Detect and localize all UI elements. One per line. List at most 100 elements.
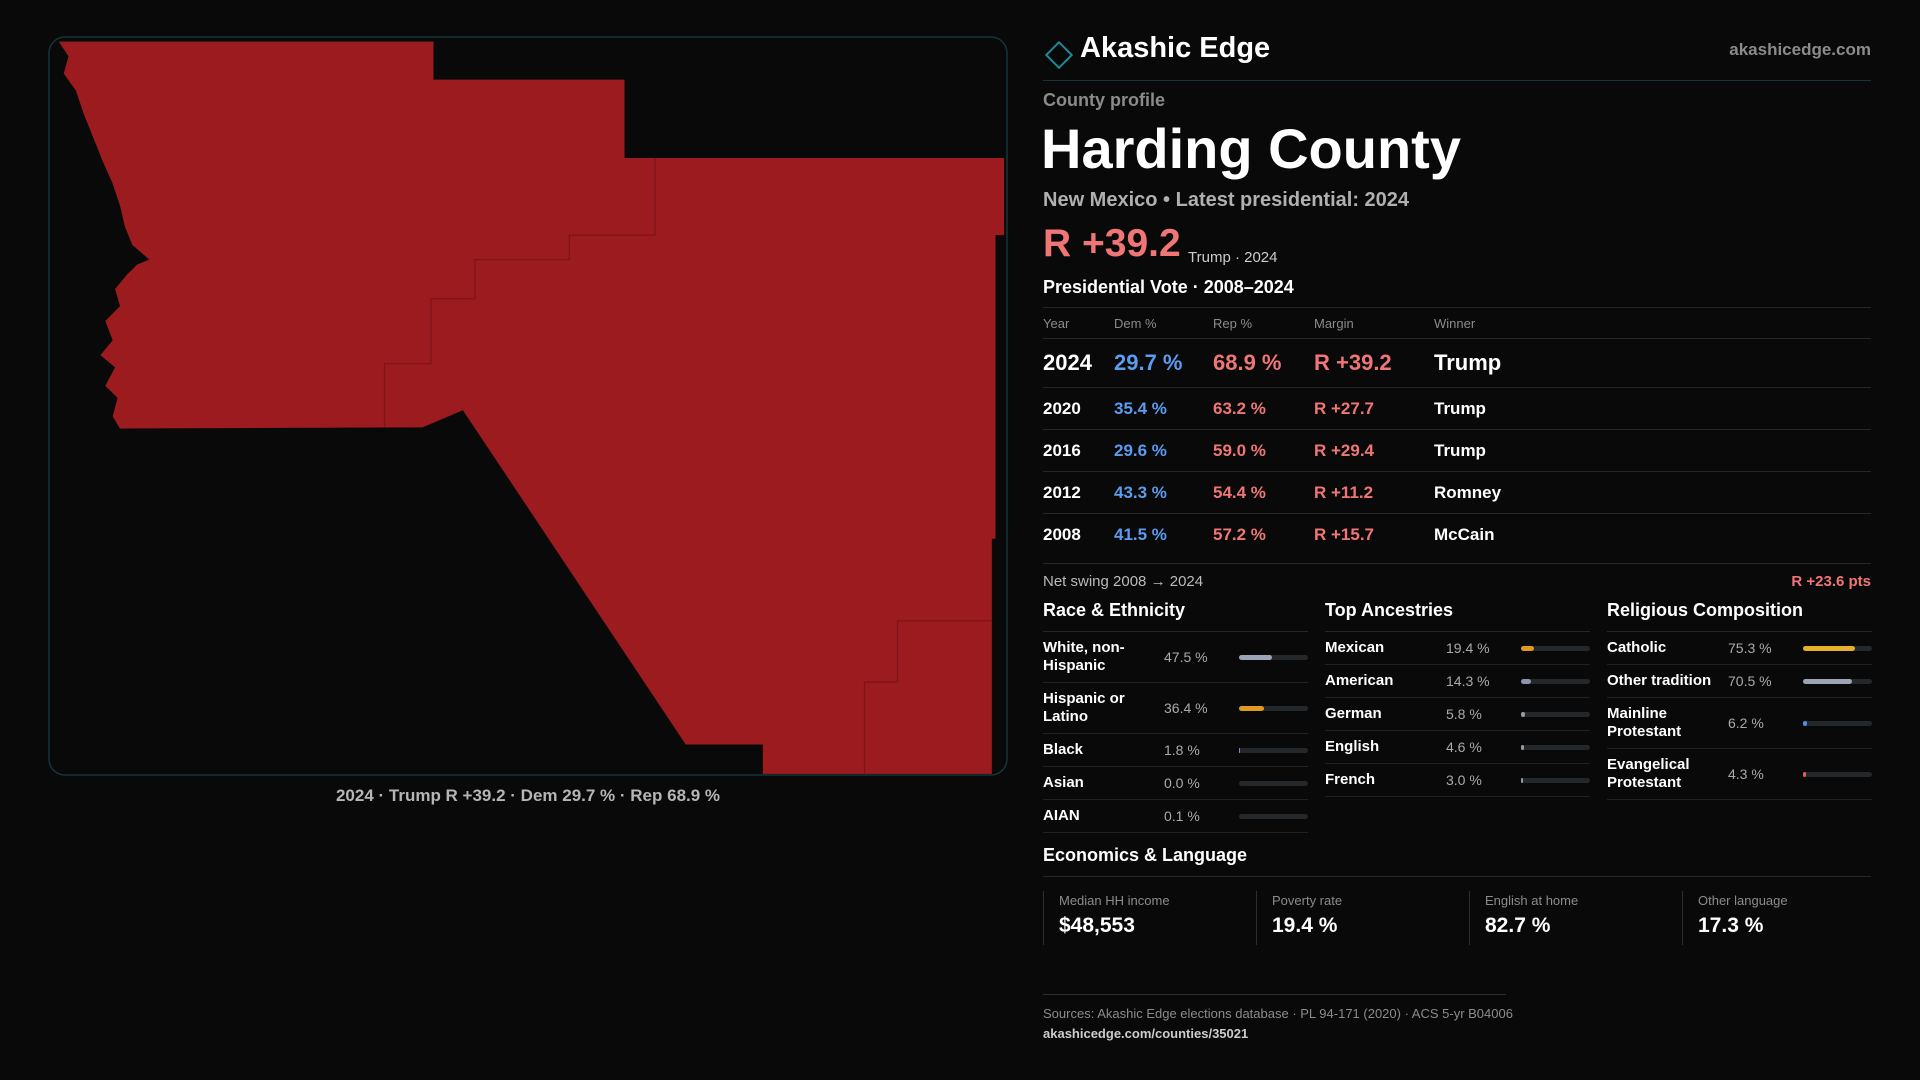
cell: 54.4 %: [1213, 482, 1266, 502]
stat-name: White, non-Hispanic: [1043, 639, 1125, 674]
stat-value: 47.5 %: [1164, 649, 1208, 665]
kicker: County profile: [1043, 90, 1165, 110]
site: akashicedge.com: [1729, 40, 1871, 59]
rule: [1043, 994, 1506, 995]
bar-track: [1521, 777, 1590, 783]
bar: [1521, 678, 1531, 684]
stat-value: 1.8 %: [1164, 742, 1200, 758]
bar-track: [1239, 654, 1308, 660]
stat-value: 0.0 %: [1164, 775, 1200, 791]
stat-name: Hispanic or Latino: [1043, 690, 1125, 725]
vote-table: Year Dem % Rep % Margin Winner 2024 29.7 % 68.9…: [1043, 307, 1871, 555]
county-shape: [58, 41, 1005, 774]
stat-value: 0.1 %: [1164, 808, 1200, 824]
stat-value: 4.6 %: [1446, 739, 1482, 755]
cell: McCain: [1434, 524, 1495, 544]
econ-value: 82.7 %: [1485, 914, 1551, 937]
bar-track: [1239, 747, 1308, 753]
stat-row: Evangelical Protestant 4.3 %: [1607, 749, 1872, 800]
cell: 2008: [1043, 524, 1081, 544]
stat-name: Mainline Protestant: [1607, 705, 1682, 740]
cell: 59.0 %: [1213, 440, 1266, 460]
cell: Trump: [1434, 398, 1486, 418]
econ-label: Median HH income: [1059, 893, 1170, 908]
section: Race & Ethnicity White, non-Hispanic 47.5 …: [1043, 600, 1308, 833]
econ-item: Poverty rate 19.4 %: [1256, 891, 1342, 945]
column-header: Winner: [1434, 315, 1476, 331]
stat-row: Catholic 75.3 %: [1607, 632, 1872, 665]
stat-value: 5.8 %: [1446, 706, 1482, 722]
section: Religious Composition Catholic 75.3 % Other…: [1607, 600, 1872, 800]
stat-value: 75.3 %: [1728, 640, 1772, 656]
stat-row: Mainline Protestant 6.2 %: [1607, 698, 1872, 749]
map-caption: 2024 · Trump R +39.2 · Dem 29.7 % · Rep …: [335, 786, 721, 805]
stat-name: Other tradition: [1607, 672, 1712, 689]
section-title: Top Ancestries: [1325, 600, 1590, 632]
column-header: Dem %: [1114, 315, 1157, 331]
stat-row: Asian 0.0 %: [1043, 767, 1308, 800]
bar: [1803, 645, 1855, 651]
title: Harding County: [1041, 117, 1461, 180]
stat-row: French 3.0 %: [1325, 764, 1590, 797]
swing-value: R +23.6 pts: [1791, 573, 1871, 590]
cell: 2012: [1043, 482, 1081, 502]
bar-track: [1521, 645, 1590, 651]
stat-row: Mexican 19.4 %: [1325, 632, 1590, 665]
rule: [1043, 80, 1871, 81]
cell: Trump: [1434, 350, 1502, 375]
bar-track: [1239, 705, 1308, 711]
stat-row: AIAN 0.1 %: [1043, 800, 1308, 833]
econ-value: $48,553: [1059, 914, 1135, 937]
bar-track: [1803, 645, 1872, 651]
bar: [1239, 747, 1241, 753]
stat-name: French: [1325, 771, 1376, 788]
column-header: Margin: [1314, 315, 1354, 331]
cell: 2020: [1043, 398, 1081, 418]
stat-row: German 5.8 %: [1325, 698, 1590, 731]
stat-name: Evangelical Protestant: [1607, 756, 1690, 791]
stat-value: 6.2 %: [1728, 715, 1764, 731]
cell: 2024: [1043, 350, 1092, 375]
cell: 63.2 %: [1213, 398, 1266, 418]
stat-name: Black: [1043, 741, 1084, 758]
econ-value: 17.3 %: [1698, 914, 1764, 937]
column-header: Rep %: [1213, 315, 1253, 331]
bar-track: [1803, 678, 1872, 684]
table-title: Presidential Vote · 2008–2024: [1043, 277, 1294, 297]
brand: Akashic Edge: [1080, 32, 1271, 64]
url: akashicedge.com/counties/35021: [1043, 1026, 1249, 1041]
stat-row: White, non-Hispanic 47.5 %: [1043, 632, 1308, 683]
bar: [1239, 705, 1265, 711]
subtitle: New Mexico • Latest presidential: 2024: [1043, 189, 1410, 211]
cell: R +39.2: [1314, 350, 1392, 375]
econ-title: Economics & Language: [1043, 845, 1248, 865]
logo: [1044, 40, 1074, 70]
subdivision-lines: [383, 157, 992, 774]
stat-value: 14.3 %: [1446, 673, 1490, 689]
stat-name: Asian: [1043, 774, 1084, 791]
cell: R +11.2: [1314, 482, 1374, 502]
stat-row: Hispanic or Latino 36.4 %: [1043, 683, 1308, 734]
cell: R +29.4: [1314, 440, 1375, 460]
stat-value: 4.3 %: [1728, 766, 1764, 782]
stat-name: Catholic: [1607, 639, 1667, 656]
margin-note: Trump · 2024: [1188, 249, 1278, 266]
cell: 29.7 %: [1114, 350, 1183, 375]
cell: 35.4 %: [1114, 398, 1167, 418]
section: Top Ancestries Mexican 19.4 % American 14.3 …: [1325, 600, 1590, 797]
econ-label: Other language: [1698, 893, 1788, 908]
econ-item: English at home 82.7 %: [1469, 891, 1578, 945]
econ-item: Median HH income $48,553: [1043, 891, 1170, 945]
cell: Romney: [1434, 482, 1502, 502]
map-panel: [48, 36, 1008, 776]
bar-track: [1521, 711, 1590, 717]
rule: [1043, 563, 1871, 564]
stat-row: Other tradition 70.5 %: [1607, 665, 1872, 698]
bar-track: [1239, 813, 1308, 819]
stat-row: English 4.6 %: [1325, 731, 1590, 764]
county-map: [58, 41, 1005, 774]
bar: [1521, 744, 1525, 750]
table-row: 2008 41.5 % 57.2 % R +15.7 McCain: [1043, 513, 1871, 555]
rule: [1043, 876, 1871, 877]
econ-value: 19.4 %: [1272, 914, 1338, 937]
